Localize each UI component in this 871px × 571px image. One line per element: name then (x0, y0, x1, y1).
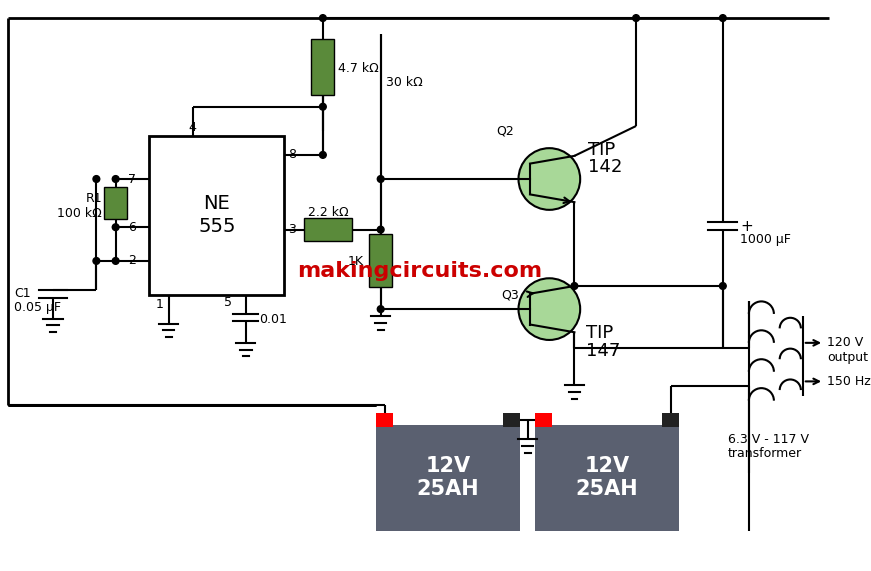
Text: R1: R1 (85, 192, 102, 205)
Text: 1: 1 (156, 298, 164, 311)
Bar (535, 413, 552, 427)
Text: 5: 5 (224, 296, 233, 309)
Bar (376, 413, 393, 427)
Text: Q3: Q3 (501, 288, 519, 301)
Text: 25AH: 25AH (417, 479, 479, 499)
Bar (304, 218, 352, 241)
Bar (369, 235, 392, 287)
Text: 7: 7 (128, 172, 136, 186)
Circle shape (320, 15, 327, 22)
Bar (376, 425, 521, 531)
Text: 3: 3 (288, 223, 296, 236)
Text: 1000 μF: 1000 μF (740, 233, 791, 246)
Text: 0.01: 0.01 (260, 313, 287, 326)
Text: 2.2 kΩ: 2.2 kΩ (308, 206, 349, 219)
Circle shape (320, 151, 327, 158)
Text: 6: 6 (128, 221, 136, 234)
Circle shape (377, 176, 384, 182)
Circle shape (632, 15, 639, 22)
Circle shape (719, 283, 726, 289)
Bar (503, 413, 521, 427)
Circle shape (112, 176, 119, 182)
Circle shape (93, 176, 100, 182)
Text: 12V: 12V (426, 456, 470, 476)
Text: TIP: TIP (588, 141, 615, 159)
Circle shape (518, 148, 580, 210)
Text: 150 Hz: 150 Hz (827, 375, 871, 388)
Text: 12V: 12V (584, 456, 630, 476)
Text: NE: NE (204, 194, 230, 213)
Text: 4: 4 (188, 122, 196, 134)
Bar (662, 413, 679, 427)
Text: 2: 2 (128, 255, 136, 267)
Circle shape (571, 283, 577, 289)
Circle shape (93, 258, 100, 264)
Text: TIP: TIP (586, 324, 613, 342)
Circle shape (320, 103, 327, 110)
Text: 4.7 kΩ: 4.7 kΩ (338, 62, 379, 75)
Text: transformer: transformer (727, 447, 802, 460)
Text: makingcircuits.com: makingcircuits.com (297, 260, 542, 280)
Text: output: output (827, 351, 868, 364)
Text: +: + (740, 219, 753, 234)
Bar (150, 136, 284, 295)
Text: 30 kΩ: 30 kΩ (386, 76, 422, 89)
Circle shape (112, 258, 119, 264)
Text: 6.3 V - 117 V: 6.3 V - 117 V (727, 433, 808, 446)
Bar (535, 425, 679, 531)
Text: 120 V: 120 V (827, 336, 863, 349)
Text: 100 kΩ: 100 kΩ (57, 207, 102, 220)
Circle shape (719, 15, 726, 22)
Bar (311, 39, 334, 95)
Circle shape (112, 224, 119, 231)
Text: 142: 142 (588, 158, 622, 176)
Text: 555: 555 (198, 217, 235, 236)
Text: 25AH: 25AH (576, 479, 638, 499)
Text: 8: 8 (288, 148, 296, 162)
Text: Q2: Q2 (496, 124, 514, 137)
Text: 1K: 1K (348, 255, 363, 268)
Circle shape (377, 305, 384, 312)
Circle shape (518, 278, 580, 340)
Text: 0.05 μF: 0.05 μF (15, 301, 62, 313)
Bar (105, 187, 127, 219)
Text: C1: C1 (15, 287, 31, 300)
Text: 147: 147 (586, 341, 620, 360)
Circle shape (377, 226, 384, 233)
